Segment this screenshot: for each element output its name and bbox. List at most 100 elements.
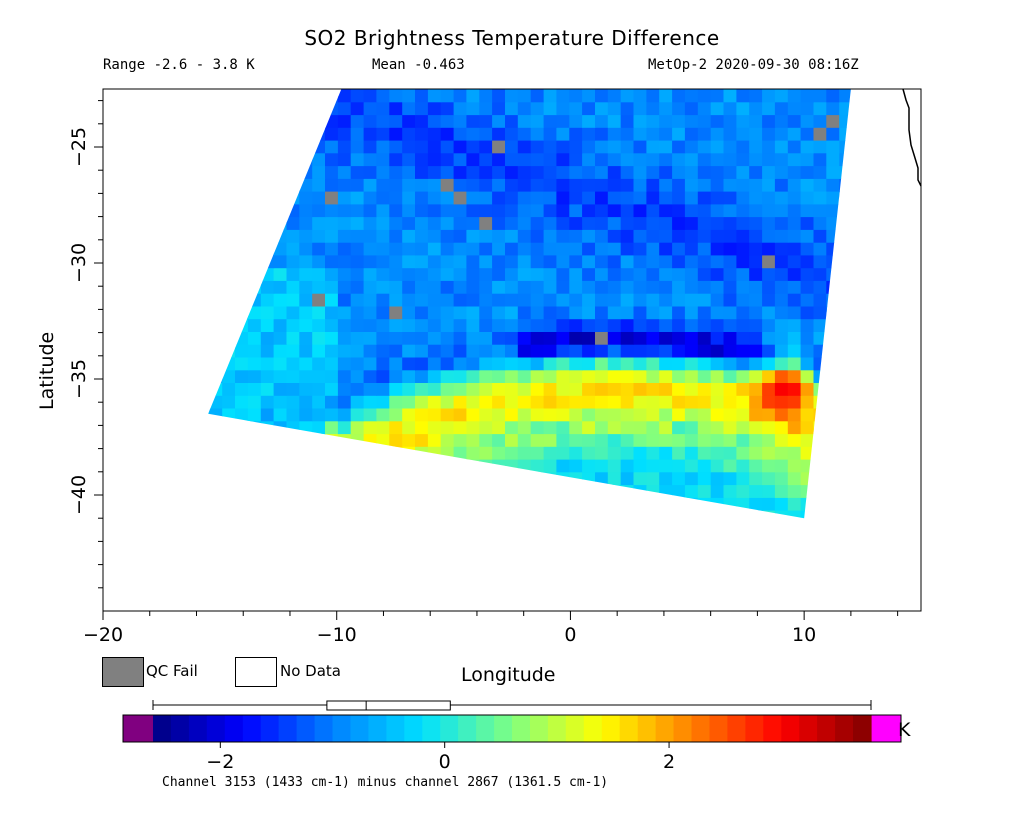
heatmap-cell — [530, 127, 545, 141]
y-tick-label: −35 — [68, 359, 90, 399]
heatmap-cell — [839, 357, 851, 371]
heatmap-cell — [505, 471, 519, 486]
heatmap-cell — [672, 127, 686, 141]
heatmap-cell — [517, 216, 532, 230]
heatmap-cell — [852, 408, 865, 421]
heatmap-cell — [710, 344, 725, 358]
heatmap-cell — [774, 178, 789, 192]
heatmap-cell — [415, 89, 429, 103]
caption: Channel 3153 (1433 cm-1) minus channel 2… — [162, 775, 609, 790]
heatmap-cell — [415, 408, 429, 422]
heatmap-cell — [672, 318, 686, 332]
heatmap-cell — [350, 293, 365, 307]
heatmap-cell — [556, 267, 570, 281]
heatmap-cell — [376, 433, 390, 447]
heatmap-cell — [633, 446, 647, 460]
heatmap-cell — [826, 229, 840, 243]
heatmap-cell — [440, 471, 455, 486]
heatmap-cell — [736, 357, 750, 371]
heatmap-cell — [659, 229, 673, 243]
heatmap-cell — [659, 191, 673, 205]
heatmap-cell — [607, 165, 622, 179]
heatmap-cell — [273, 510, 287, 519]
heatmap-cell — [556, 229, 570, 243]
heatmap-cell — [736, 101, 750, 116]
heatmap-cell — [505, 305, 519, 320]
heatmap-cell — [402, 497, 416, 511]
heatmap-cell — [569, 433, 583, 447]
heatmap-cell — [492, 484, 506, 498]
heatmap-cell — [299, 267, 313, 281]
x-tick-label: −20 — [83, 624, 123, 646]
heatmap-cell — [852, 102, 865, 115]
heatmap-cell — [530, 344, 545, 358]
heatmap-cell — [762, 318, 776, 332]
heatmap-cell — [337, 140, 352, 154]
heatmap-cell — [208, 191, 210, 205]
heatmap-cell — [440, 254, 455, 269]
heatmap-cell — [813, 420, 827, 435]
heatmap-cell — [672, 446, 686, 460]
heatmap-cell — [569, 203, 583, 218]
heatmap-cell — [260, 497, 275, 511]
heatmap-cell — [440, 331, 455, 345]
heatmap-cell — [260, 127, 275, 141]
heatmap-cell — [363, 101, 377, 116]
heatmap-cell — [350, 101, 365, 116]
heatmap-cell — [492, 280, 506, 294]
heatmap-cell — [363, 203, 377, 218]
heatmap-cell — [517, 140, 532, 154]
colorbar-segment — [278, 715, 298, 742]
heatmap-cell — [762, 114, 776, 128]
heatmap-cell — [337, 293, 352, 307]
range-text: Range -2.6 - 3.8 K — [103, 57, 255, 73]
heatmap-cell — [402, 369, 416, 383]
heatmap-cell — [350, 344, 365, 358]
heatmap-cell — [235, 229, 249, 243]
heatmap-cell — [620, 382, 635, 396]
heatmap-cell — [209, 165, 223, 179]
heatmap-cell — [505, 242, 519, 256]
heatmap-cell — [530, 369, 545, 383]
colorbar-segment — [781, 715, 800, 742]
heatmap-cell — [312, 471, 326, 486]
heatmap-cell — [415, 229, 429, 243]
heatmap-cell — [697, 420, 712, 435]
heatmap-cell — [800, 203, 814, 218]
heatmap-cell — [492, 471, 506, 486]
heatmap-cell — [505, 152, 519, 167]
heatmap-cell — [569, 420, 583, 435]
heatmap-cell — [749, 229, 763, 243]
heatmap-cell — [208, 395, 210, 409]
heatmap-cell — [826, 344, 840, 358]
heatmap-cell — [595, 497, 609, 511]
heatmap-cell — [633, 484, 647, 498]
heatmap-cell — [479, 369, 493, 383]
heatmap-cell — [736, 191, 750, 205]
heatmap-cell — [787, 216, 802, 230]
heatmap-cell — [620, 280, 635, 294]
x-tick-label: −10 — [317, 624, 357, 646]
heatmap-cell — [684, 229, 699, 243]
heatmap-cell — [325, 395, 339, 409]
heatmap-cell — [749, 331, 763, 345]
heatmap-cell — [582, 114, 596, 128]
heatmap-cell — [813, 484, 827, 498]
heatmap-cell — [607, 242, 622, 256]
heatmap-cell — [312, 484, 326, 498]
heatmap-cell — [749, 165, 763, 179]
heatmap-cell — [453, 127, 467, 141]
heatmap-cell — [582, 459, 596, 473]
heatmap-cell — [209, 178, 223, 192]
heatmap-cell — [826, 152, 840, 167]
heatmap-cell — [299, 497, 313, 511]
heatmap-cell — [762, 510, 776, 519]
heatmap-cell — [620, 357, 635, 371]
heatmap-cell — [208, 331, 210, 345]
heatmap-cell — [427, 267, 442, 281]
heatmap-cell — [813, 127, 827, 141]
heatmap-cell — [273, 178, 287, 192]
heatmap-cell — [697, 114, 712, 128]
plot-frame — [102, 88, 922, 612]
heatmap-cell — [749, 267, 763, 281]
